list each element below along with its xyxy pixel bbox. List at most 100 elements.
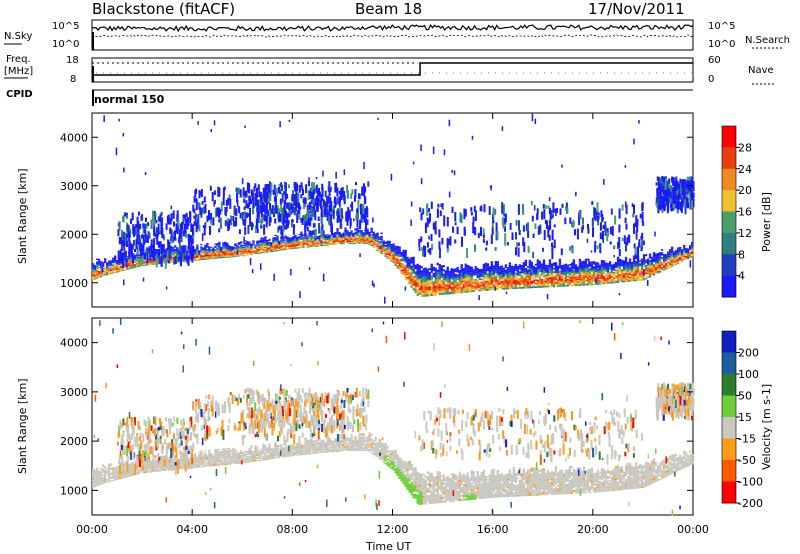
power-cell — [608, 271, 612, 274]
power-cell — [428, 272, 431, 275]
power-echo — [191, 247, 194, 259]
power-echo — [174, 255, 177, 264]
power-echo — [359, 219, 362, 230]
power-cell — [272, 243, 275, 245]
power-cell — [282, 242, 285, 244]
power-cell — [256, 246, 259, 248]
power-cell — [274, 247, 277, 250]
power-cell — [456, 270, 459, 273]
power-cell — [576, 269, 580, 271]
power-echo — [325, 203, 328, 214]
power-cell — [246, 244, 249, 246]
power-cell — [270, 251, 273, 253]
power-cell — [290, 238, 293, 240]
power-cell — [394, 251, 397, 254]
power-cell — [178, 255, 181, 257]
power-echo — [286, 213, 289, 225]
power-echo — [138, 258, 141, 267]
power-cell — [436, 262, 439, 266]
power-echo — [527, 229, 530, 238]
power-cell — [536, 267, 539, 270]
power-echo — [537, 226, 540, 235]
power-cell — [550, 281, 554, 284]
power-cell — [312, 239, 315, 241]
power-cell — [675, 250, 678, 252]
power-cell — [402, 259, 405, 262]
power-cell — [308, 236, 311, 238]
power-cell — [588, 271, 592, 274]
power-cell — [550, 272, 554, 275]
power-echo — [140, 215, 143, 221]
power-cell — [370, 227, 373, 229]
power-cell — [306, 244, 309, 246]
power-cell — [92, 265, 95, 267]
power-cell — [274, 240, 277, 242]
power-cell — [687, 249, 690, 251]
power-cell — [584, 260, 588, 263]
power-cell — [652, 255, 656, 258]
power-cell — [544, 285, 548, 288]
power-cell — [270, 245, 273, 246]
power-cell — [120, 265, 123, 267]
power-cell — [528, 278, 531, 281]
power-echo — [200, 207, 203, 218]
power-cell — [418, 267, 421, 270]
power-cell — [278, 242, 281, 244]
power-cell — [442, 284, 445, 287]
power-cell — [134, 258, 137, 260]
power-cell — [330, 237, 333, 239]
power-cell — [660, 258, 664, 261]
power-cell — [416, 277, 419, 280]
power-cell — [134, 264, 137, 266]
power-cell — [284, 241, 287, 243]
power-echo — [492, 219, 495, 224]
power-echo — [301, 217, 304, 225]
power-cell — [470, 277, 473, 280]
power-echo — [618, 237, 621, 248]
power-cell — [246, 243, 249, 245]
power-echo — [278, 225, 281, 231]
power-cell — [208, 247, 211, 249]
power-echo — [252, 223, 254, 228]
power-echo — [279, 189, 282, 195]
power-cell — [310, 243, 313, 245]
power-cell — [470, 283, 473, 285]
power-cell — [652, 268, 656, 271]
power-cell — [372, 232, 375, 234]
power-cell — [110, 272, 113, 274]
power-cell — [306, 241, 309, 243]
power-echo — [137, 221, 140, 230]
power-cell — [280, 248, 283, 250]
power-cell — [490, 286, 493, 289]
power-cell — [562, 285, 566, 287]
power-cell — [534, 263, 537, 266]
power-cell — [514, 285, 517, 288]
power-cell — [506, 286, 509, 288]
power-cell — [254, 250, 257, 252]
power-echo — [146, 257, 149, 264]
power-cell — [224, 256, 227, 258]
power-cell — [218, 242, 221, 245]
power-cell — [290, 244, 293, 246]
power-cell — [452, 270, 455, 273]
power-cell — [354, 229, 357, 231]
power-cell — [544, 268, 548, 270]
power-cell — [683, 254, 686, 256]
power-echo — [195, 222, 198, 233]
power-cell — [506, 271, 509, 274]
power-cell — [344, 232, 347, 234]
power-cell — [332, 235, 335, 237]
power-cell — [691, 253, 694, 255]
power-echo — [130, 248, 133, 257]
power-cell — [572, 261, 576, 264]
power-cell — [98, 258, 101, 261]
power-cell — [166, 250, 169, 252]
power-cell — [683, 249, 686, 251]
power-cell — [244, 245, 247, 247]
power-cell — [622, 276, 626, 278]
power-cell — [152, 260, 155, 262]
power-cell — [550, 268, 554, 271]
power-cell — [118, 270, 121, 272]
power-echo — [641, 211, 644, 223]
power-cell — [568, 273, 572, 276]
